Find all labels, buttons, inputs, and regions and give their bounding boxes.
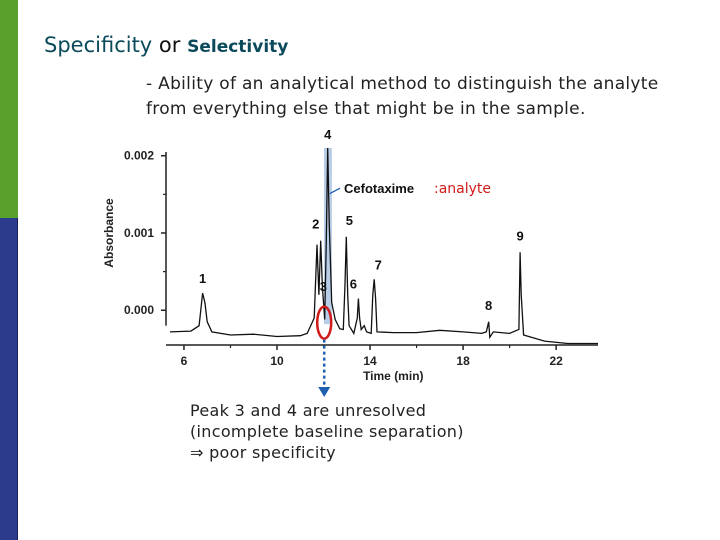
x-tick-label: 22 <box>549 354 563 368</box>
title-specificity: Specificity <box>44 33 153 57</box>
peak-labels: 1 2 3 4 5 6 7 8 9 <box>199 127 524 313</box>
note-line-3: ⇒ poor specificity <box>190 443 336 462</box>
accent-bar-blue <box>0 218 18 540</box>
drop-arrow-head <box>318 387 331 397</box>
cefotaxime-highlight-band <box>323 148 332 325</box>
note-line-2: (incomplete baseline separation) <box>190 422 464 441</box>
peak-label-5: 5 <box>346 213 353 228</box>
y-tick-label: 0.000 <box>124 303 154 317</box>
definition-text: - Ability of an analytical method to dis… <box>146 72 666 122</box>
y-tick-label: 0.001 <box>124 226 154 240</box>
accent-bar-green <box>0 0 18 218</box>
title-or: or <box>158 33 181 57</box>
definition-line-1: - Ability of an analytical method to dis… <box>146 74 659 94</box>
x-tick-label: 10 <box>270 354 284 368</box>
peak-label-3: 3 <box>320 279 327 294</box>
unresolved-ring <box>315 305 333 340</box>
chromatogram-trace <box>169 147 598 345</box>
peak-label-6: 6 <box>350 277 357 292</box>
peak-label-4: 4 <box>324 127 332 142</box>
peak-label-9: 9 <box>516 228 523 243</box>
peak-label-7: 7 <box>375 257 382 272</box>
x-tick-label: 18 <box>456 354 470 368</box>
x-tick-label: 6 <box>181 354 188 368</box>
peak-label-1: 1 <box>199 271 206 286</box>
x-axis-label: Time (min) <box>363 369 423 383</box>
peak-label-8: 8 <box>485 298 492 313</box>
note-line-1: Peak 3 and 4 are unresolved <box>190 401 427 420</box>
y-axis-label: Absorbance <box>102 198 116 268</box>
cefotaxime-callout-line <box>329 187 341 195</box>
analyte-label: :analyte <box>434 181 491 197</box>
x-tick-label: 14 <box>363 354 377 368</box>
y-tick-label: 0.002 <box>124 149 154 163</box>
slide-title: Specificity or Selectivity <box>44 33 288 57</box>
note-text: Peak 3 and 4 are unresolved (incomplete … <box>190 400 464 463</box>
cefotaxime-label: Cefotaxime <box>344 181 414 196</box>
definition-line-2: from everything else that might be in th… <box>146 99 586 119</box>
peak-label-2: 2 <box>312 217 319 232</box>
title-selectivity: Selectivity <box>187 37 289 57</box>
